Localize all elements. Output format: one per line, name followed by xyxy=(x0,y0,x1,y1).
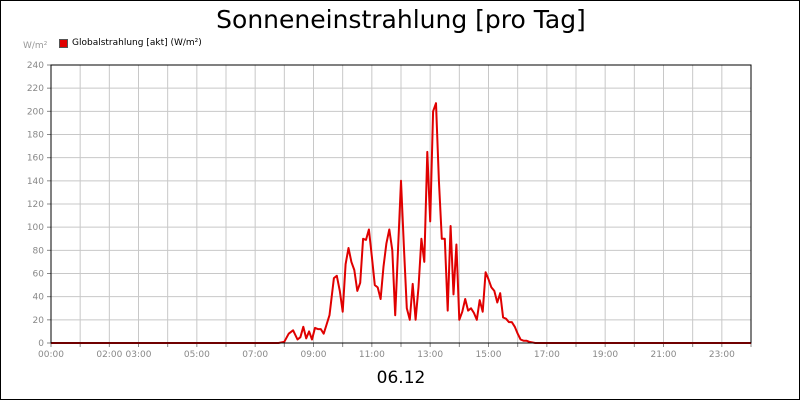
y-tick-label: 140 xyxy=(27,177,44,187)
y-tick-label: 220 xyxy=(27,84,44,94)
chart-title: Sonneneinstrahlung [pro Tag] xyxy=(216,5,586,34)
x-tick-label: 02:00 xyxy=(96,350,122,360)
legend: Globalstrahlung [akt] (W/m²) xyxy=(59,38,202,48)
x-tick-label: 13:00 xyxy=(417,350,443,360)
x-tick-label: 00:00 xyxy=(38,350,64,360)
plot-border xyxy=(50,64,752,344)
x-tick-label: 21:00 xyxy=(651,350,677,360)
y-tick-label: 20 xyxy=(33,316,45,326)
y-unit-label: W/m² xyxy=(23,41,48,51)
y-tick-label: 240 xyxy=(27,61,44,71)
x-tick-label: 07:00 xyxy=(242,350,268,360)
series-line xyxy=(51,102,751,344)
y-tick-label: 200 xyxy=(27,107,44,117)
x-tick-label: 03:00 xyxy=(126,350,152,360)
y-tick-label: 180 xyxy=(27,131,44,141)
x-tick-label: 15:00 xyxy=(476,350,502,360)
y-tick-label: 120 xyxy=(27,200,44,210)
x-axis-label: 06.12 xyxy=(376,368,426,388)
y-tick-label: 0 xyxy=(38,339,44,349)
x-tick-label: 17:00 xyxy=(534,350,560,360)
x-tick-label: 05:00 xyxy=(184,350,210,360)
y-tick-label: 80 xyxy=(33,246,45,256)
y-tick-label: 100 xyxy=(27,223,44,233)
legend-swatch xyxy=(59,38,68,48)
y-tick-label: 40 xyxy=(33,293,45,303)
x-tick-label: 09:00 xyxy=(301,350,327,360)
x-tick-label: 19:00 xyxy=(592,350,618,360)
x-tick-label: 23:00 xyxy=(709,350,735,360)
y-tick-label: 160 xyxy=(27,154,44,164)
y-tick-label: 60 xyxy=(33,270,45,280)
legend-label: Globalstrahlung [akt] (W/m²) xyxy=(72,38,202,48)
x-tick-label: 11:00 xyxy=(359,350,385,360)
